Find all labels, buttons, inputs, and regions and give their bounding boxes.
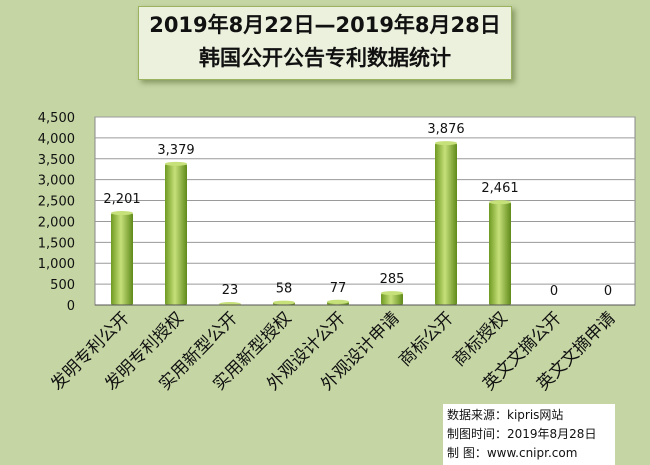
bar: [435, 143, 457, 305]
source-author: 制 图：www.cnipr.com: [443, 444, 615, 463]
category-label: 商标公开: [395, 308, 457, 370]
data-label: 2,201: [103, 192, 140, 207]
y-tick-label: 1,500: [38, 236, 75, 251]
y-tick-label: 3,500: [38, 153, 75, 168]
data-label: 0: [604, 284, 612, 299]
bar-top: [435, 141, 457, 145]
y-tick-label: 2,500: [38, 195, 75, 210]
data-label: 2,461: [481, 181, 518, 196]
chart-title-line1: 2019年8月22日—2019年8月28日: [139, 9, 511, 42]
bar-top: [111, 211, 133, 215]
y-tick-label: 2,000: [38, 215, 75, 230]
bar-top: [165, 162, 187, 166]
y-tick-label: 4,000: [38, 132, 75, 147]
y-tick-label: 4,500: [38, 111, 75, 126]
bar-top: [327, 300, 349, 304]
data-label: 3,876: [427, 122, 464, 137]
data-label: 0: [550, 284, 558, 299]
data-label: 3,379: [157, 143, 194, 158]
source-box: 数据来源：kipris网站 制图时间：2019年8月28日 制 图：www.cn…: [443, 404, 615, 465]
bar-chart: 0 500 1,000 1,500 2,000 2,500 3,000 3,500 4,000 4…: [0, 100, 650, 405]
y-tick-label: 500: [50, 278, 75, 293]
data-label: 58: [276, 282, 293, 297]
data-label: 23: [222, 283, 239, 298]
bar: [165, 164, 187, 305]
y-tick-label: 0: [67, 299, 75, 314]
y-tick-label: 1,000: [38, 257, 75, 272]
source-line: 数据来源：kipris网站: [443, 406, 615, 425]
chart-title-line2: 韩国公开公告专利数据统计: [139, 42, 511, 75]
data-label: 77: [330, 281, 347, 296]
bar: [489, 202, 511, 305]
source-date: 制图时间：2019年8月28日: [443, 425, 615, 444]
data-label: 285: [380, 272, 405, 287]
bar-top: [273, 301, 295, 305]
bar: [111, 213, 133, 305]
bar-top: [381, 291, 403, 295]
chart-title-box: 2019年8月22日—2019年8月28日 韩国公开公告专利数据统计: [138, 6, 512, 80]
bar-top: [489, 200, 511, 204]
y-tick-label: 3,000: [38, 174, 75, 189]
